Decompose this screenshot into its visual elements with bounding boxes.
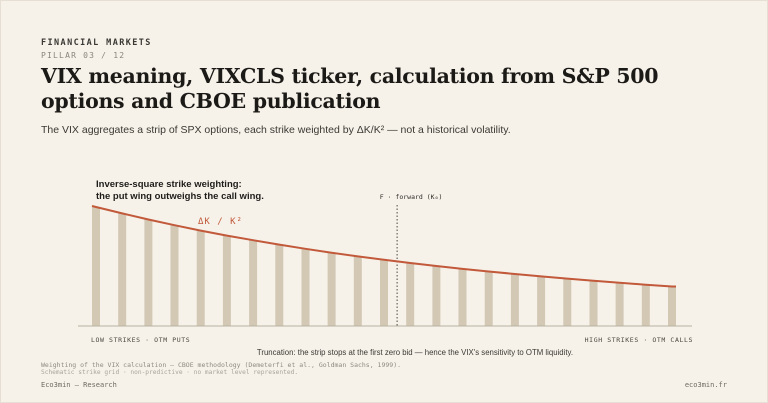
footer-brand: Eco3min — Research	[41, 381, 117, 389]
strike-bar	[92, 207, 100, 326]
strike-bar	[615, 282, 624, 326]
bar-series	[92, 207, 676, 326]
strike-bar	[484, 271, 493, 326]
footer-source: Weighting of the VIX calculation — CBOE …	[41, 361, 402, 369]
annotation-line-1: Inverse-square strike weighting:	[96, 179, 242, 190]
strike-bar	[275, 244, 284, 326]
strike-bar	[222, 235, 231, 326]
strike-bar	[432, 266, 441, 326]
strike-bar	[144, 219, 153, 326]
strike-bar	[537, 276, 546, 326]
strike-bar	[563, 278, 572, 326]
strike-bar	[458, 268, 467, 326]
strike-bar	[118, 213, 127, 326]
x-axis-left-label: LOW STRIKES · OTM PUTS	[91, 336, 190, 344]
footer-site: eco3min.fr	[684, 381, 727, 389]
strike-bar	[353, 256, 362, 326]
forward-marker-label: F · forward (K₀)	[380, 193, 443, 201]
x-axis-right-label: HIGH STRIKES · OTM CALLS	[585, 336, 693, 344]
footer-note: Schematic strike grid · non-predictive ·…	[41, 369, 299, 376]
curve-label: ΔK / K²	[198, 217, 243, 227]
strike-bar	[301, 248, 310, 326]
strike-bar	[380, 259, 388, 326]
strike-bar	[170, 225, 179, 326]
strike-bar	[327, 252, 336, 326]
strike-bar	[668, 286, 676, 326]
strike-bar	[641, 284, 650, 326]
page-subtitle: The VIX aggregates a strip of SPX option…	[41, 124, 511, 136]
annotation-line-2: the put wing outweighs the call wing.	[96, 191, 264, 202]
strike-bar	[510, 274, 519, 326]
strike-bar	[406, 263, 415, 326]
section-kicker: FINANCIAL MARKETS	[41, 38, 152, 48]
page-title: VIX meaning, VIXCLS ticker, calculation …	[41, 64, 659, 113]
strike-bar	[196, 230, 205, 326]
pillar-counter: PILLAR 03 / 12	[41, 51, 126, 60]
weight-curve	[91, 205, 676, 288]
chart-caption: Truncation: the strip stops at the first…	[257, 348, 573, 357]
strike-bar	[249, 240, 258, 326]
strike-bar	[589, 280, 598, 326]
